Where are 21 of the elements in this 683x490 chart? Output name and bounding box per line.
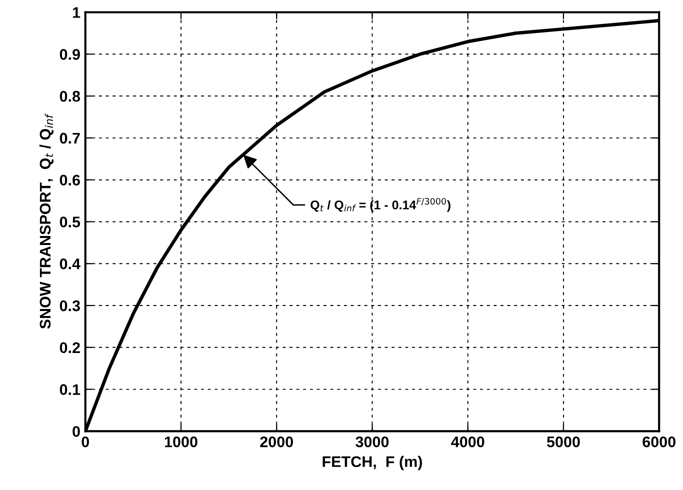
x-tick-label: 1000 bbox=[164, 436, 198, 448]
x-tick-label: 0 bbox=[82, 436, 89, 448]
x-axis-title: FETCH, F (m) bbox=[322, 456, 422, 470]
y-tick-label: 0.8 bbox=[60, 90, 80, 102]
y-axis-title: SNOW TRANSPORT, Q$_{t}$ / Q$_{inf}$ bbox=[39, 113, 54, 329]
x-tick-label: 2000 bbox=[260, 436, 293, 448]
y-tick-label: 0.2 bbox=[60, 342, 80, 354]
y-tick-label: 0.4 bbox=[60, 258, 80, 270]
y-tick-label: 0.7 bbox=[60, 132, 80, 144]
y-tick-label: 1 bbox=[72, 7, 80, 18]
annotation: Q$_{t}$ / Q$_{inf}$ = (1 - 0.14$^{F/3000}$) bbox=[310, 198, 450, 212]
y-tick-label: 0 bbox=[72, 426, 80, 437]
x-tick-label: 4000 bbox=[451, 436, 484, 448]
x-tick-label: 6000 bbox=[642, 436, 676, 448]
y-tick-label: 0.6 bbox=[60, 174, 80, 186]
x-tick-label: 5000 bbox=[546, 436, 580, 448]
y-tick-label: 0.5 bbox=[60, 216, 80, 228]
x-tick-label: 3000 bbox=[356, 436, 389, 448]
y-tick-label: 0.9 bbox=[60, 49, 80, 60]
y-tick-label: 0.3 bbox=[60, 300, 80, 312]
y-tick-label: 0.1 bbox=[60, 384, 80, 395]
